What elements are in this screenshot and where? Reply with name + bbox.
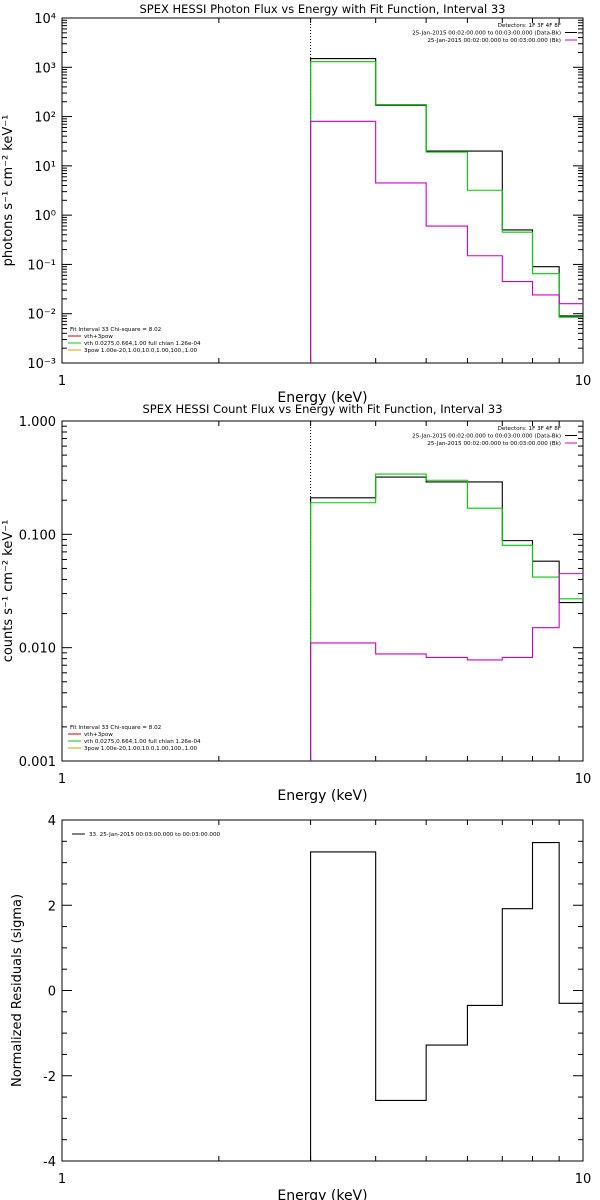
chart-panel-1: SPEX HESSI Photon Flux vs Energy with Fi… — [1, 2, 591, 406]
legend-entry: Detectors: 1F 3F 4F 8F — [498, 426, 561, 432]
x-tick-label: 1 — [58, 1172, 66, 1187]
y-tick-label: 0 — [48, 985, 56, 1000]
x-axis-label: Energy (keV) — [277, 788, 367, 804]
y-tick-label: 0.010 — [19, 642, 56, 657]
x-tick-label: 10 — [575, 1172, 592, 1187]
y-tick-label: 10⁴ — [34, 12, 56, 27]
legend-entry: 25-Jan-2015 00:02:00.000 to 00:03:00.000… — [427, 441, 561, 447]
y-tick-label: 2 — [48, 899, 56, 914]
series-line-vth-3pow — [310, 473, 583, 761]
legend-entry: 3pow 1.00e-20,1.00,10.0,1.00,100.,1.00 — [84, 348, 198, 354]
y-tick-label: 4 — [48, 814, 56, 829]
y-tick-label: 0.100 — [19, 528, 56, 543]
legend-entry: vth+3pow — [84, 334, 113, 340]
y-tick-label: 10³ — [34, 61, 56, 76]
chart-title: SPEX HESSI Count Flux vs Energy with Fit… — [142, 402, 502, 416]
series-line-bk — [310, 573, 583, 761]
x-tick-label: 10 — [575, 772, 592, 787]
series-line-vth-3pow — [310, 61, 583, 363]
y-tick-label: -2 — [43, 1070, 56, 1085]
legend-entry: Detectors: 1F 3F 4F 8F — [498, 23, 561, 29]
plot-frame — [61, 420, 584, 762]
legend-entry: vth+3pow — [84, 732, 113, 738]
y-tick-label: -4 — [43, 1155, 56, 1170]
legend-entry: Fit Interval 33 Chi-square = 8.02 — [70, 327, 161, 333]
y-tick-label: 10⁻³ — [27, 357, 56, 372]
y-tick-label: 10⁻² — [27, 308, 56, 323]
x-tick-label: 1 — [58, 772, 66, 787]
legend-entry: Fit Interval 33 Chi-square = 8.02 — [70, 725, 161, 731]
y-axis-label: Normalized Residuals (sigma) — [10, 894, 25, 1087]
legend-entry: 25-Jan-2015 00:02:00.000 to 00:03:00.000… — [412, 434, 561, 440]
x-axis-label: Energy (keV) — [277, 390, 367, 406]
y-tick-label: 0.001 — [19, 755, 56, 770]
chart-title: SPEX HESSI Photon Flux vs Energy with Fi… — [139, 2, 505, 16]
y-tick-label: 10¹ — [34, 160, 56, 175]
chart-panel-2: SPEX HESSI Count Flux vs Energy with Fit… — [1, 402, 591, 804]
series-line-bk — [310, 120, 583, 363]
legend-entry: 25-Jan-2015 00:02:00.000 to 00:03:00.000… — [427, 38, 561, 44]
y-tick-label: 1.000 — [19, 415, 56, 430]
y-axis-label: counts s⁻¹ cm⁻² keV⁻¹ — [1, 520, 16, 663]
x-axis-label: Energy (keV) — [277, 1188, 367, 1200]
legend-entry: 25-Jan-2015 00:02:00.000 to 00:03:00.000… — [412, 31, 561, 37]
y-tick-label: 10² — [34, 111, 56, 126]
series-line-data-bk — [310, 476, 583, 761]
plot-frame — [61, 819, 584, 1162]
legend-entry: vth 0.0275,0.664,1.00 full chian 1.26e-0… — [84, 341, 201, 347]
legend-entry: vth 0.0275,0.664,1.00 full chian 1.26e-0… — [84, 739, 201, 745]
series-line-data-bk — [310, 58, 583, 363]
legend-entry: 33. 25-Jan-2015 00:03:00.000 to 00:03:00… — [89, 832, 221, 838]
plot-frame — [61, 17, 584, 364]
chart-panel-3: Energy (keV) Normalized Residuals (sigma)… — [10, 814, 591, 1200]
legend-entry: 3pow 1.00e-20,1.00,10.0,1.00,100.,1.00 — [84, 746, 198, 752]
x-tick-label: 1 — [58, 374, 66, 389]
x-tick-label: 10 — [575, 374, 592, 389]
y-axis-label: photons s⁻¹ cm⁻² keV⁻¹ — [1, 115, 16, 267]
series-line-residuals — [310, 842, 583, 1161]
y-tick-label: 10⁰ — [34, 209, 56, 224]
y-tick-label: 10⁻¹ — [27, 258, 56, 273]
